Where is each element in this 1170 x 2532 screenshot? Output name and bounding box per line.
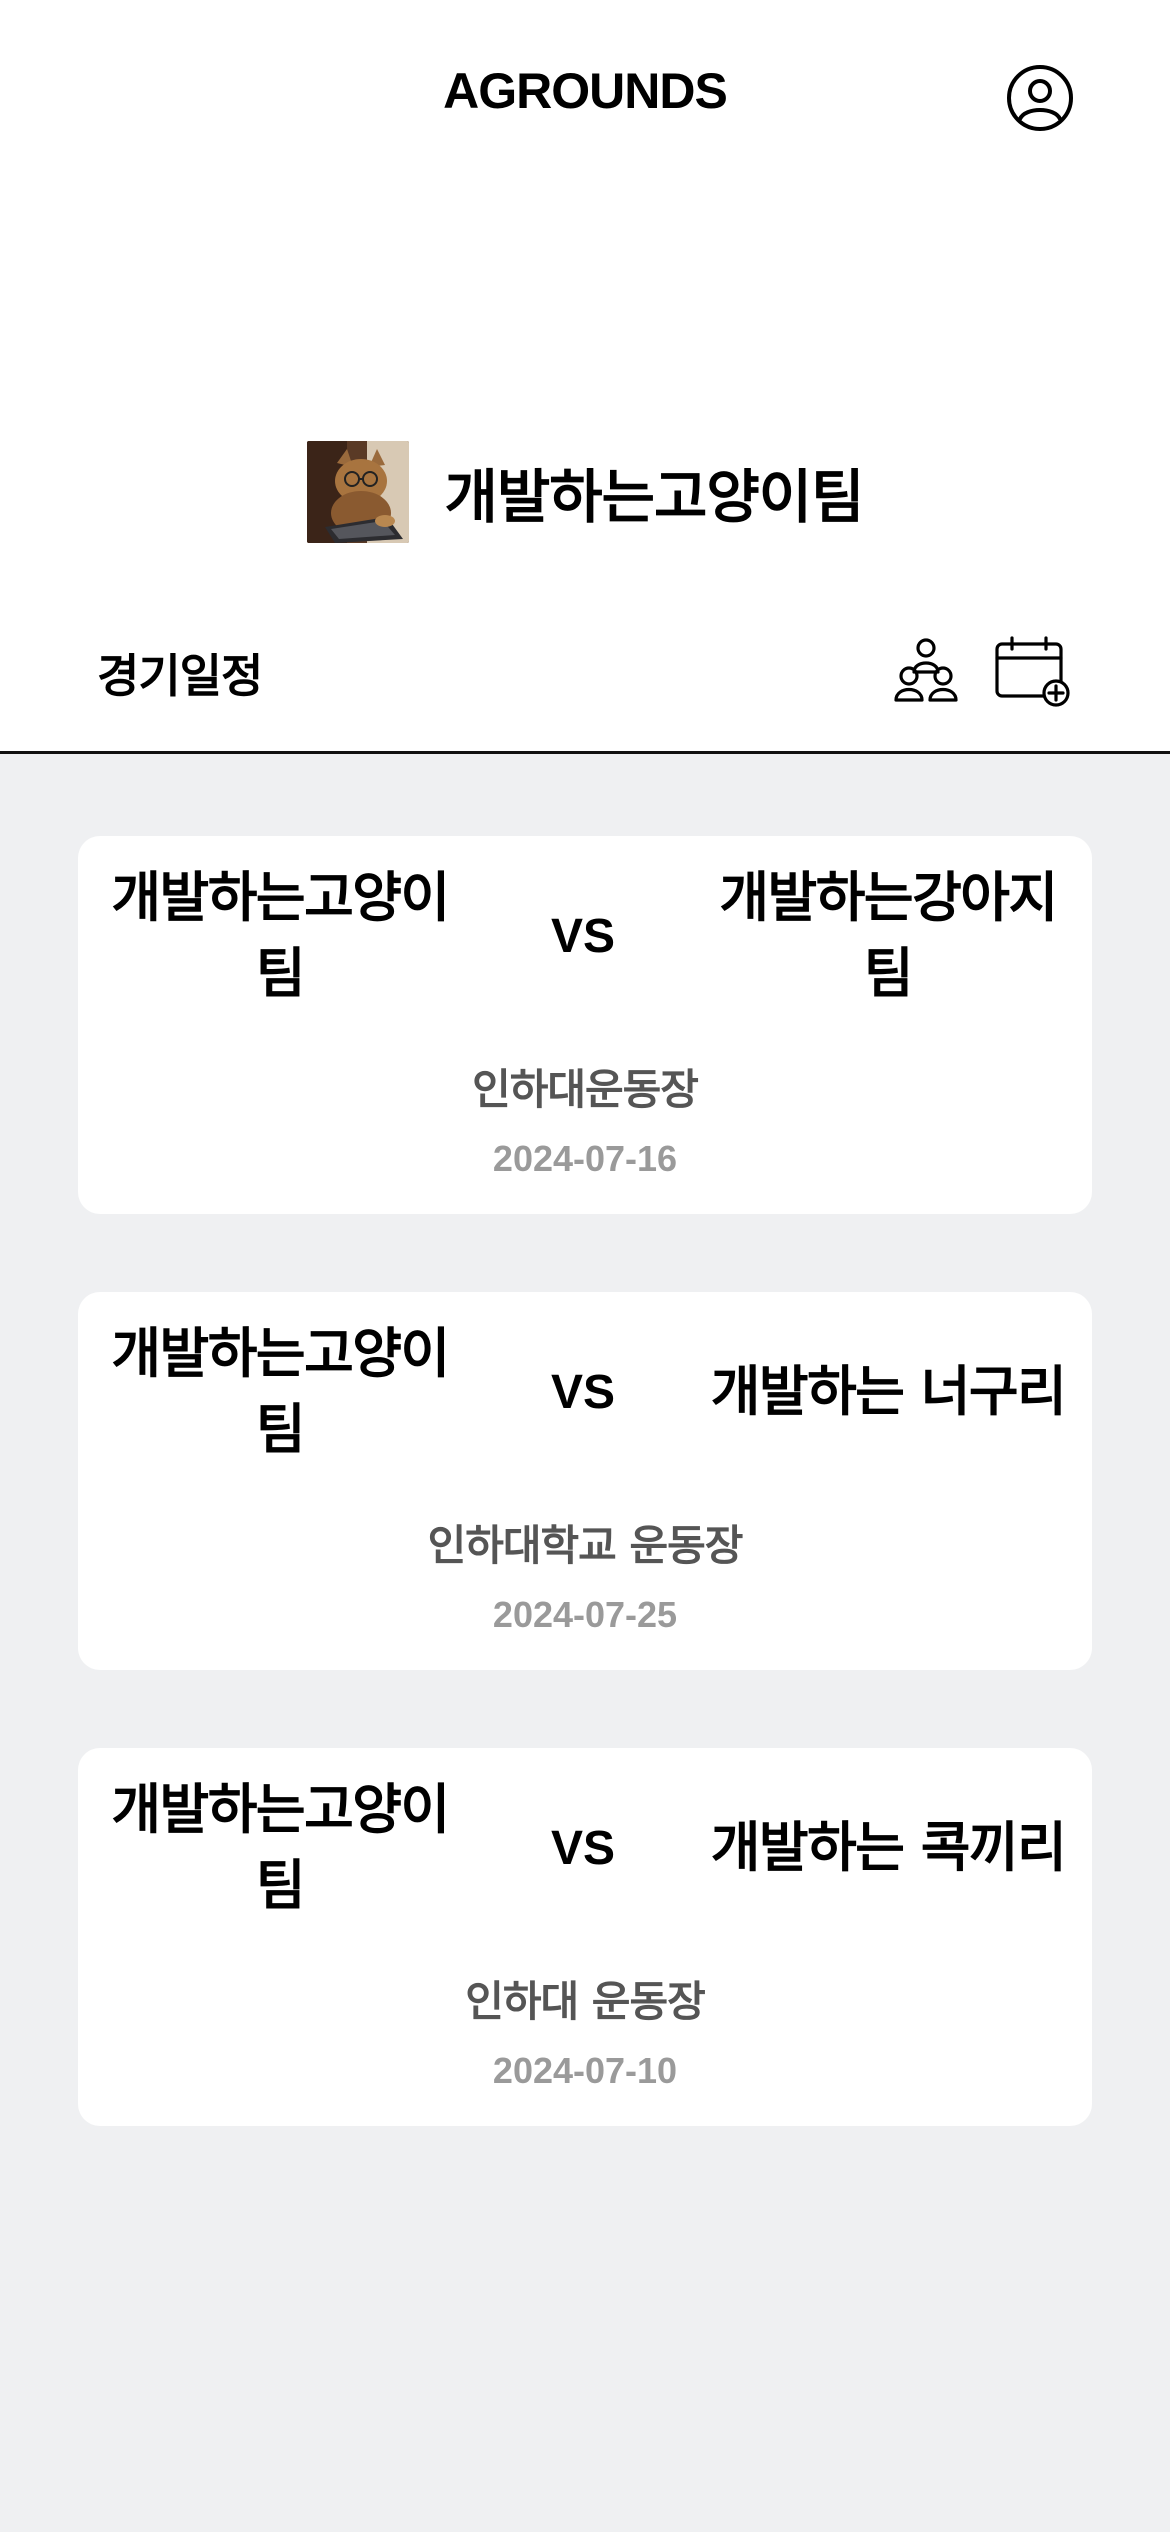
vs-label: VS xyxy=(550,1821,616,1875)
away-team-line-1: 개발하는강아지 xyxy=(719,866,1058,929)
team-header: 개발하는고양이팀 xyxy=(0,440,1170,544)
user-circle-icon xyxy=(1007,65,1073,131)
away-team-line-2: 팀 xyxy=(863,942,914,1005)
vs-label: VS xyxy=(550,1365,616,1419)
match-venue: 인하대 운동장 xyxy=(465,1977,705,2026)
cat-photo-image xyxy=(306,441,409,543)
home-team-line-2: 팀 xyxy=(255,1854,306,1917)
home-team-line-1: 개발하는고양이 xyxy=(111,866,450,929)
home-team-line-1: 개발하는고양이 xyxy=(111,1778,450,1841)
match-date: 2024-07-25 xyxy=(492,1594,678,1635)
team-logo xyxy=(306,441,409,543)
team-members-icon xyxy=(894,638,958,702)
calendar-add-icon xyxy=(995,636,1070,707)
away-team-name: 개발하는 콕끼리 xyxy=(684,1768,1092,1928)
team-members-button[interactable] xyxy=(892,636,960,704)
app-logo-text: AGROUNDS xyxy=(443,63,728,119)
away-team-line-1: 개발하는 콕끼리 xyxy=(710,1816,1067,1879)
profile-button[interactable] xyxy=(1006,64,1074,132)
match-venue: 인하대학교 운동장 xyxy=(427,1521,744,1570)
match-venue: 인하대운동장 xyxy=(472,1065,699,1114)
home-team-line-2: 팀 xyxy=(255,942,306,1005)
away-team-line-1: 개발하는 너구리 xyxy=(710,1360,1067,1423)
top-panel: AGROUNDS 개발하는 xyxy=(0,0,1170,754)
home-team-line-1: 개발하는고양이 xyxy=(111,1322,450,1385)
schedule-title: 경기일정 xyxy=(97,649,263,703)
add-match-button[interactable] xyxy=(994,636,1072,708)
match-date: 2024-07-10 xyxy=(492,2050,678,2091)
vs-label: VS xyxy=(550,909,616,963)
away-team-name: 개발하는 너구리 xyxy=(684,1312,1092,1472)
home-team-line-2: 팀 xyxy=(255,1398,306,1461)
match-date: 2024-07-16 xyxy=(492,1138,678,1179)
team-name: 개발하는고양이팀 xyxy=(444,463,865,531)
